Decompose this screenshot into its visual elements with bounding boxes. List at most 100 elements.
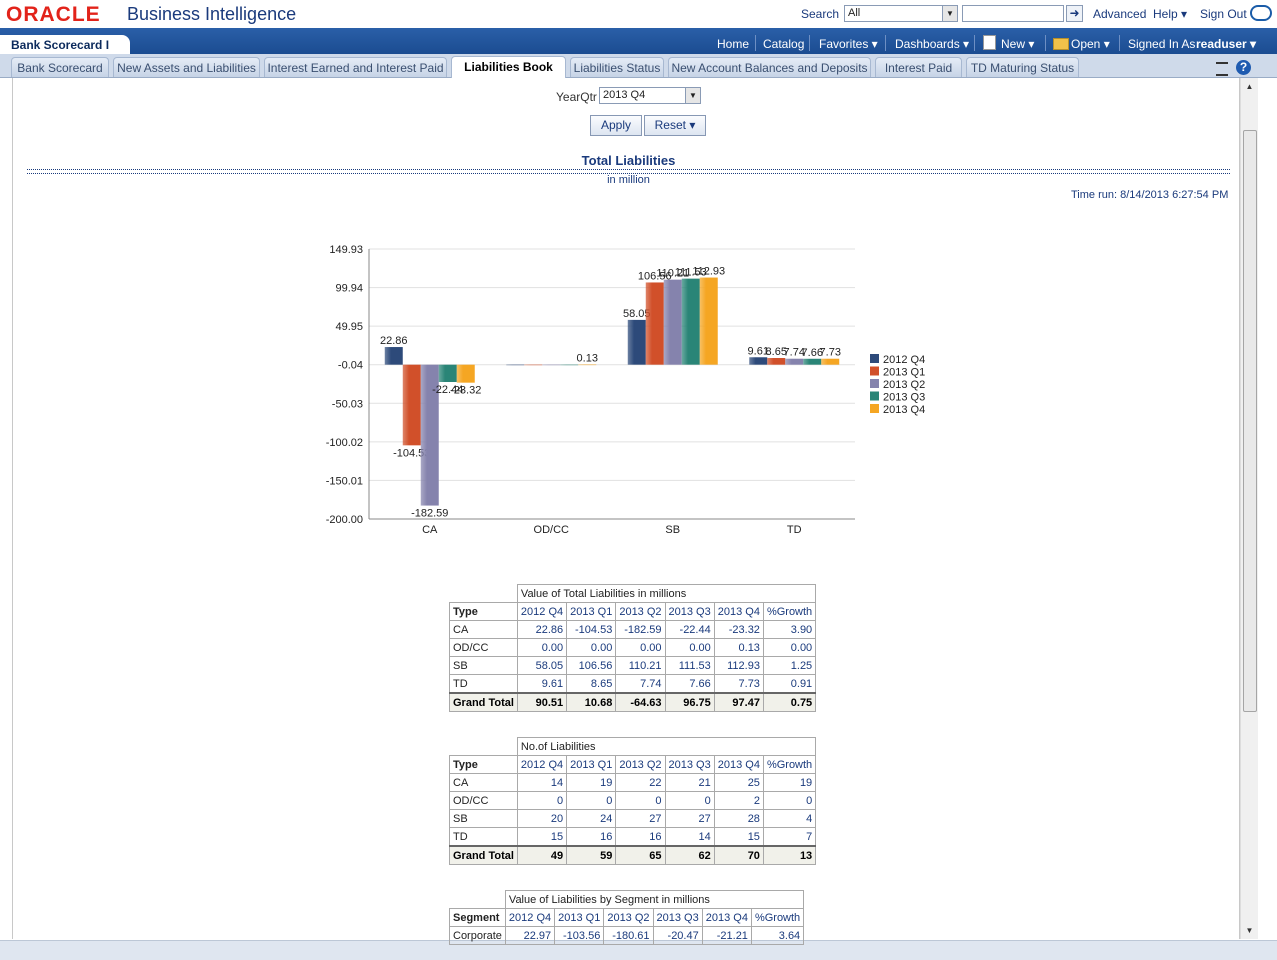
app-title: Business Intelligence [127, 4, 297, 24]
new-menu[interactable]: New ▾ [1001, 37, 1035, 51]
nav-divider [1045, 35, 1046, 51]
table-cell: 13 [762, 845, 817, 865]
help-icon[interactable]: ? [1236, 60, 1251, 75]
tab-liabilities-book[interactable]: Liabilities Book [451, 56, 566, 78]
table-cell: -103.56 [554, 926, 605, 945]
table-cell: 21 [664, 773, 715, 792]
vertical-scrollbar[interactable]: ▲ ▼ [1240, 78, 1258, 939]
yearqtr-value: 2013 Q4 [603, 89, 646, 101]
legend-swatch [870, 366, 879, 376]
column-header: 2013 Q1 [566, 755, 617, 774]
nav-divider [1119, 35, 1120, 51]
favorites-menu[interactable]: Favorites ▾ [819, 37, 878, 51]
bar-td-2 [785, 358, 804, 365]
table-cell: 0 [516, 791, 568, 810]
table-cell: 90.51 [516, 692, 568, 712]
apply-button[interactable]: Apply [590, 115, 642, 136]
table-cell: 0.13 [713, 638, 764, 657]
bar-ca-4 [456, 364, 475, 383]
scroll-up-icon[interactable]: ▲ [1245, 82, 1254, 91]
chevron-down-icon[interactable]: ▼ [685, 88, 700, 103]
tab-new-assets-liabilities[interactable]: New Assets and Liabilities [113, 57, 260, 77]
table-cell: 0.75 [762, 692, 817, 712]
dashboard-title-tab [0, 35, 130, 54]
table-cell: 22.86 [516, 620, 568, 639]
catalog-link[interactable]: Catalog [763, 37, 805, 51]
column-header: 2013 Q2 [615, 602, 666, 621]
bar-odcc-3 [560, 364, 579, 366]
data-label: 0.13 [577, 353, 598, 365]
user-menu[interactable]: readuser ▾ [1196, 37, 1257, 51]
bar-ca-3 [438, 364, 457, 382]
data-label: 110.21 [656, 268, 689, 280]
table-row: SB 20 24 27 27 28 4 [449, 809, 817, 828]
column-header: 2012 Q4 [516, 602, 568, 621]
table-cell: 7 [762, 827, 817, 847]
bar-td-4 [821, 358, 840, 365]
table-cell: -22.44 [664, 620, 715, 639]
arrow-right-icon: ➜ [1069, 6, 1080, 20]
table-cell: 58.05 [516, 656, 568, 675]
search-go-button[interactable]: ➜ [1066, 5, 1083, 22]
column-header: %Growth [762, 755, 817, 774]
data-label: 8.65 [766, 346, 787, 358]
table-cell: 112.93 [713, 656, 764, 675]
legend-swatch [870, 391, 879, 401]
tab-new-account-balances[interactable]: New Account Balances and Deposits [668, 57, 871, 77]
scroll-down-icon[interactable]: ▼ [1245, 926, 1254, 935]
table-cell: 7.73 [713, 674, 764, 694]
column-header: 2013 Q4 [701, 908, 752, 927]
table-cell: 59 [566, 845, 617, 865]
table-cell: 27 [664, 809, 715, 828]
bar-odcc-1 [524, 364, 543, 366]
table-row: OD/CC 0.00 0.00 0.00 0.00 0.13 0.00 [449, 638, 817, 657]
reset-button[interactable]: Reset ▾ [644, 115, 706, 136]
table-caption: No.of Liabilities [516, 737, 817, 756]
row-label: TD [449, 674, 518, 694]
table-corner [450, 585, 518, 603]
chevron-down-icon[interactable]: ▼ [942, 6, 957, 21]
tab-bank-scorecard[interactable]: Bank Scorecard [11, 57, 109, 77]
row-label: SB [449, 809, 518, 828]
scroll-thumb[interactable] [1243, 130, 1257, 712]
data-label: 106.56 [638, 270, 672, 282]
yearqtr-label: YearQtr [556, 90, 597, 104]
tab-td-maturing-status[interactable]: TD Maturing Status [966, 57, 1079, 77]
table-cell: 19 [762, 773, 817, 792]
bar-sb-2 [663, 279, 682, 365]
search-input[interactable] [962, 5, 1064, 22]
help-menu[interactable]: Help ▾ [1153, 7, 1188, 21]
search-scope-select[interactable]: All ▼ [844, 5, 958, 22]
column-header: 2013 Q2 [603, 908, 654, 927]
open-menu[interactable]: Open ▾ [1071, 37, 1110, 51]
top-header: ORACLE Business Intelligence Search All … [0, 0, 1277, 28]
legend-entry: 2013 Q2 [883, 379, 925, 391]
sign-out-icon[interactable] [1250, 5, 1272, 21]
oracle-logo: ORACLE [6, 3, 101, 26]
legend-swatch [870, 379, 879, 388]
tab-liabilities-status[interactable]: Liabilities Status [570, 57, 664, 77]
report-subtitle: in million [607, 174, 650, 186]
bar-odcc-4 [578, 364, 597, 366]
yearqtr-select[interactable]: 2013 Q4 ▼ [599, 87, 701, 104]
sign-out-link[interactable]: Sign Out [1200, 7, 1247, 21]
search-scope-value: All [848, 7, 861, 19]
home-link[interactable]: Home [717, 37, 750, 51]
column-header: 2013 Q2 [615, 755, 666, 774]
table-cell: 0.00 [615, 638, 666, 657]
page-options-icon[interactable] [1216, 62, 1228, 76]
tab-interest-paid[interactable]: Interest Paid [875, 57, 962, 77]
row-label: Grand Total [449, 692, 518, 712]
folder-icon [1053, 38, 1069, 50]
table-caption: Value of Liabilities by Segment in milli… [504, 890, 805, 909]
column-header: 2013 Q3 [664, 602, 715, 621]
legend-entry: 2012 Q4 [883, 354, 925, 366]
table-row: Corporate 22.97 -103.56 -180.61 -20.47 -21.21… [449, 926, 805, 945]
dashboards-menu[interactable]: Dashboards ▾ [895, 37, 970, 51]
advanced-link[interactable]: Advanced [1093, 7, 1147, 21]
bar-sb-3 [681, 278, 700, 365]
table-cell: 19 [566, 773, 617, 792]
data-label: 111.53 [675, 267, 707, 279]
table-cell: -104.53 [566, 620, 617, 639]
tab-interest-earned-paid[interactable]: Interest Earned and Interest Paid [264, 57, 447, 77]
